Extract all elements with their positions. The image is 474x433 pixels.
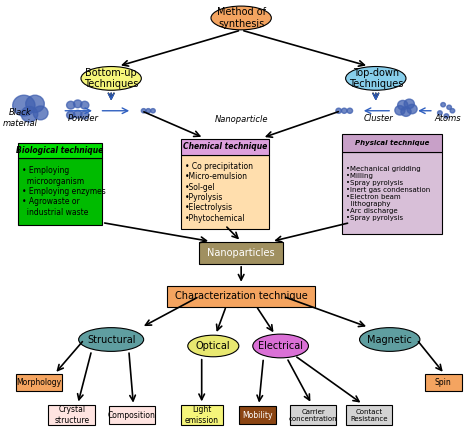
FancyBboxPatch shape: [425, 374, 462, 391]
Circle shape: [13, 95, 35, 116]
Circle shape: [81, 101, 89, 109]
Circle shape: [81, 111, 89, 119]
Text: Carrier
concentration: Carrier concentration: [289, 409, 337, 422]
Circle shape: [395, 106, 405, 115]
Text: Cluster: Cluster: [363, 113, 393, 123]
Text: Nanoparticles: Nanoparticles: [207, 248, 275, 258]
Text: Crystal
structure: Crystal structure: [54, 405, 89, 425]
Circle shape: [73, 110, 82, 118]
FancyBboxPatch shape: [16, 374, 63, 391]
Text: Light
emission: Light emission: [185, 405, 219, 425]
Circle shape: [146, 109, 151, 113]
Circle shape: [450, 109, 455, 113]
Text: Physical technique: Physical technique: [355, 140, 429, 146]
Text: Biological technique: Biological technique: [17, 146, 104, 155]
Text: Composition: Composition: [108, 410, 156, 420]
Ellipse shape: [79, 328, 144, 351]
FancyBboxPatch shape: [167, 285, 315, 307]
Circle shape: [441, 103, 446, 107]
Text: Powder: Powder: [68, 113, 99, 123]
Circle shape: [444, 114, 449, 118]
Text: Characterization technique: Characterization technique: [175, 291, 308, 301]
Circle shape: [336, 108, 341, 113]
Ellipse shape: [346, 67, 406, 90]
Text: Optical: Optical: [196, 341, 231, 351]
Text: Magnetic: Magnetic: [367, 335, 412, 345]
FancyBboxPatch shape: [181, 139, 269, 155]
Circle shape: [407, 104, 417, 114]
Text: Morphology: Morphology: [17, 378, 62, 387]
Text: Contact
Resistance: Contact Resistance: [350, 409, 388, 422]
FancyBboxPatch shape: [346, 405, 392, 425]
Text: Chemical technique: Chemical technique: [183, 142, 267, 152]
Ellipse shape: [188, 335, 239, 357]
Circle shape: [401, 107, 411, 116]
Circle shape: [347, 108, 353, 113]
Ellipse shape: [81, 67, 141, 90]
FancyBboxPatch shape: [18, 143, 102, 158]
Circle shape: [66, 101, 75, 109]
FancyBboxPatch shape: [181, 155, 269, 229]
Ellipse shape: [253, 334, 309, 358]
Circle shape: [398, 100, 408, 110]
Circle shape: [151, 109, 155, 113]
Circle shape: [447, 105, 451, 110]
Text: Nanoparticle: Nanoparticle: [214, 115, 268, 124]
Ellipse shape: [360, 328, 420, 351]
FancyBboxPatch shape: [342, 135, 442, 152]
FancyBboxPatch shape: [48, 405, 95, 425]
Text: •Mechanical gridding
•Milling
•Spray pyrolysis
•Inert gas condensation
•Electron: •Mechanical gridding •Milling •Spray pyr…: [346, 165, 430, 220]
Circle shape: [438, 111, 442, 115]
Circle shape: [141, 109, 146, 113]
Text: Bottom-up
Techniques: Bottom-up Techniques: [84, 68, 138, 89]
Text: Black
material: Black material: [3, 108, 38, 128]
Circle shape: [26, 95, 44, 113]
Circle shape: [33, 106, 48, 120]
Circle shape: [341, 108, 347, 113]
FancyBboxPatch shape: [239, 407, 276, 423]
Ellipse shape: [211, 6, 271, 30]
FancyBboxPatch shape: [18, 158, 102, 225]
Text: Spin: Spin: [435, 378, 452, 387]
Text: Top-down
Techniques: Top-down Techniques: [348, 68, 403, 89]
Text: Method of
synthesis: Method of synthesis: [217, 7, 265, 29]
Circle shape: [66, 111, 75, 119]
Circle shape: [404, 99, 414, 109]
FancyBboxPatch shape: [181, 405, 223, 425]
Text: Atoms: Atoms: [435, 113, 461, 123]
Circle shape: [73, 100, 82, 108]
Text: Mobility: Mobility: [242, 410, 273, 420]
Circle shape: [21, 107, 38, 122]
Text: Electrical: Electrical: [258, 341, 303, 351]
FancyBboxPatch shape: [109, 407, 155, 423]
Text: Structural: Structural: [87, 335, 136, 345]
FancyBboxPatch shape: [200, 242, 283, 264]
Text: • Employing
  microorganism
• Employing enzymes
• Agrowaste or
  industrial wast: • Employing microorganism • Employing en…: [22, 166, 106, 217]
FancyBboxPatch shape: [342, 152, 442, 234]
FancyBboxPatch shape: [290, 405, 337, 425]
Text: • Co precipitation
•Micro-emulsion
•Sol-gel
•Pyrolysis
•Electrolysis
•Phytochemi: • Co precipitation •Micro-emulsion •Sol-…: [184, 162, 253, 223]
